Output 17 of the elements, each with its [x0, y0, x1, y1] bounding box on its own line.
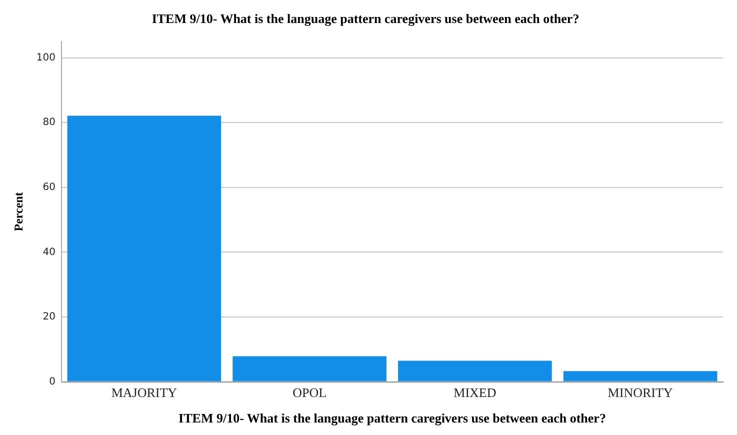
- bar: [67, 116, 222, 382]
- x-axis-title: ITEM 9/10- What is the language pattern caregivers use between each other?: [178, 410, 606, 426]
- x-tick-label: OPOL: [292, 385, 327, 400]
- y-tick-label: 60: [42, 182, 56, 193]
- x-tick-label: MAJORITY: [111, 385, 178, 400]
- y-tick-label: 100: [36, 52, 56, 64]
- bar: [232, 356, 386, 382]
- bar: [563, 371, 718, 382]
- x-tick-label: MIXED: [454, 385, 496, 400]
- y-axis-title: Percent: [11, 192, 26, 232]
- y-tick-label: 0: [49, 376, 56, 388]
- x-tick-label: MINORITY: [608, 385, 674, 400]
- y-tick-label: 20: [42, 312, 56, 323]
- y-tick-label: 40: [42, 246, 56, 258]
- bar: [398, 360, 552, 382]
- y-tick-label: 80: [42, 117, 56, 128]
- chart-title: ITEM 9/10- What is the language pattern caregivers use between each other?: [152, 11, 580, 26]
